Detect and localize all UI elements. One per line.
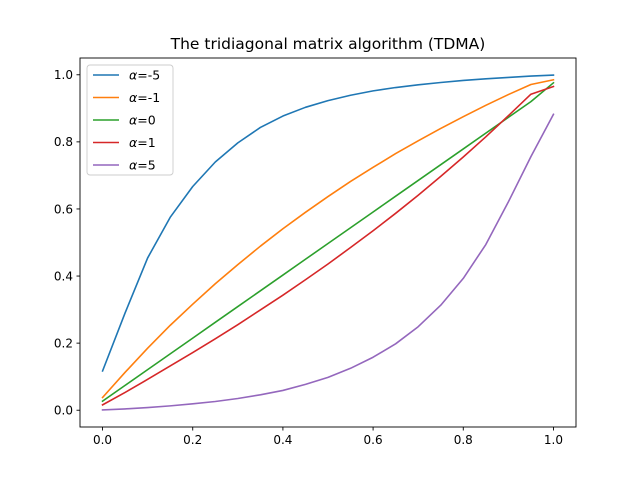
y-axis: 0.0 0.2 0.4 0.6 0.8 1.0 [54,68,80,418]
legend-item-4: α=5 [93,158,156,173]
legend: α=-5α=-1α=0α=1α=5 [86,64,174,176]
legend-alpha-symbol: α [129,113,138,128]
x-axis: 0.0 0.2 0.4 0.6 0.8 1.0 [93,427,563,447]
legend-label: α=-5 [129,68,160,83]
legend-item-3: α=1 [93,135,156,150]
x-tick-label: 0.8 [454,433,473,447]
legend-label: α=0 [129,113,156,128]
y-tick-label: 0.8 [54,135,73,149]
y-tick-label: 0.0 [54,404,73,418]
y-tick-label: 0.2 [54,336,73,350]
x-tick-label: 1.0 [544,433,563,447]
chart-title: The tridiagonal matrix algorithm (TDMA) [170,35,486,53]
x-tick-label: 0.4 [273,433,292,447]
y-tick-label: 0.4 [54,269,73,283]
series-line-0 [101,74,555,373]
series-line-2 [101,81,555,403]
series-layer [101,74,555,411]
legend-alpha-symbol: α [129,68,138,83]
legend-alpha-value: =-5 [137,68,160,83]
legend-box [86,64,174,176]
x-tick-label: 0.0 [93,433,112,447]
legend-alpha-value: =5 [137,158,155,173]
y-tick-label: 0.6 [54,202,73,216]
legend-item-2: α=0 [93,113,156,128]
y-tick-label: 1.0 [54,68,73,82]
series-line-1 [101,78,555,399]
legend-item-0: α=-5 [93,68,160,83]
legend-alpha-symbol: α [129,135,138,150]
series-line-3 [101,85,555,406]
series-line-4 [101,113,555,411]
x-tick-label: 0.6 [364,433,383,447]
legend-alpha-value: =0 [137,113,155,128]
legend-alpha-symbol: α [129,90,138,105]
legend-alpha-value: =-1 [137,90,160,105]
legend-alpha-symbol: α [129,158,138,173]
legend-label: α=5 [129,158,156,173]
legend-label: α=-1 [129,90,160,105]
legend-label: α=1 [129,135,156,150]
legend-item-1: α=-1 [93,90,160,105]
x-tick-label: 0.2 [183,433,202,447]
legend-alpha-value: =1 [137,135,155,150]
